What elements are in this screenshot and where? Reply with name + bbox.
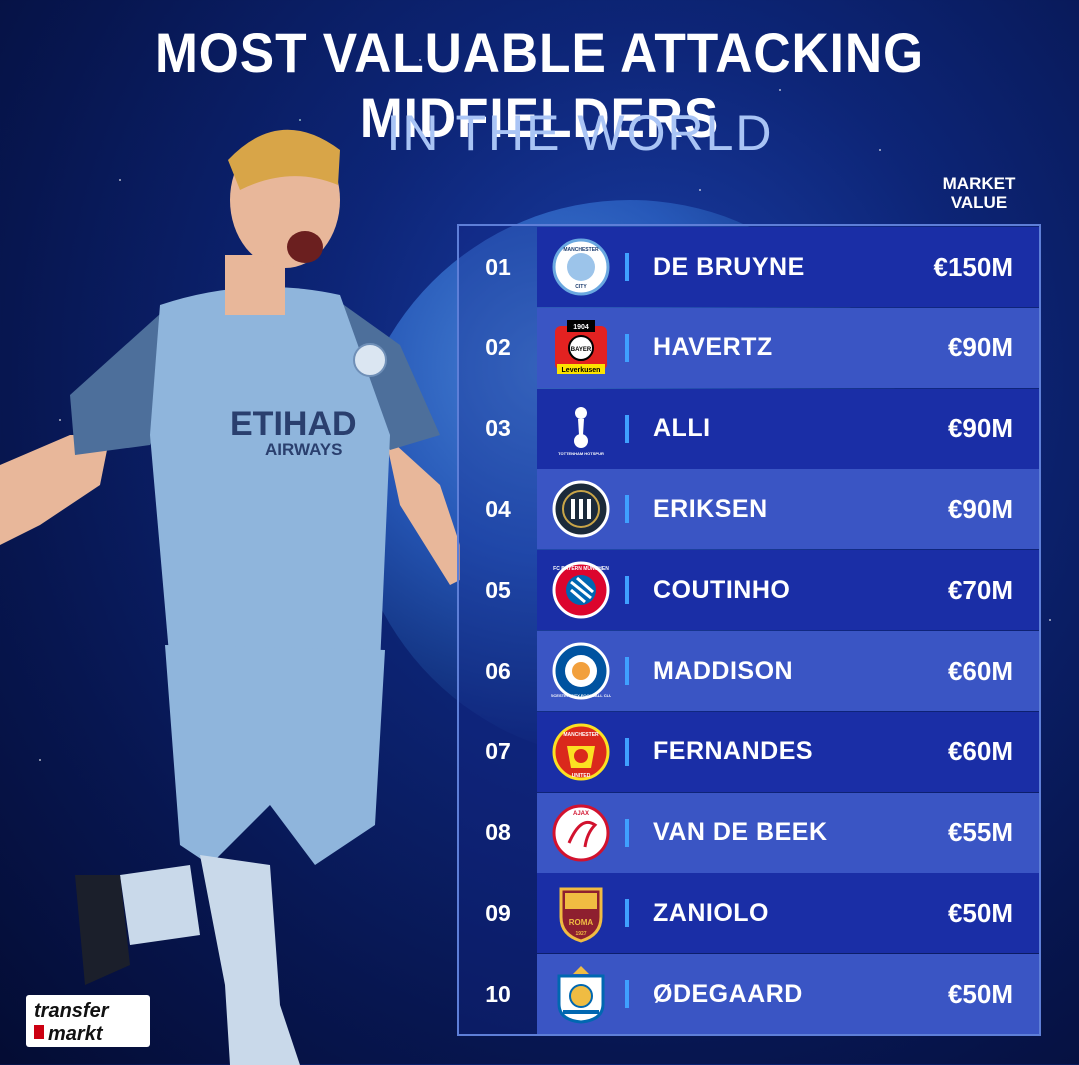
page-title: MOST VALUABLE ATTACKING MIDFIELDERS (154, 21, 925, 149)
row-separator (625, 253, 629, 281)
player-cell: LEICESTER CITY FOOTBALL CLUB MADDISON €60M (537, 631, 1039, 711)
ranking-table: 01 MANCHESTER CITY DE BRUYNE €150M 02 1904 BAYE… (457, 224, 1041, 1036)
player-cell: ERIKSEN €90M (537, 469, 1039, 550)
player-cell: AJAX VAN DE BEEK €55M (537, 792, 1039, 873)
table-row: 06 LEICESTER CITY FOOTBALL CLUB MADDISON €6… (459, 631, 1039, 711)
page-subtitle: IN THE WORLD (386, 105, 774, 161)
row-separator (625, 980, 629, 1009)
inter-crest-icon (552, 480, 610, 538)
logo-line1: transfer (34, 1000, 110, 1022)
player-cell: ROMA 1927 ZANIOLO €50M (537, 873, 1039, 954)
market-value-column-label: MARKET VALUE (930, 174, 1028, 212)
bayer-leverkusen-crest-icon: 1904 BAYER Leverkusen (555, 319, 607, 374)
market-value: €150M (933, 251, 1014, 282)
rank-number: 06 (485, 657, 511, 684)
leicester-city-crest-icon: LEICESTER CITY FOOTBALL CLUB (551, 642, 611, 700)
manchester-city-crest-icon: MANCHESTER CITY (552, 238, 610, 296)
row-separator (625, 657, 629, 685)
crest-text: CITY (575, 284, 587, 290)
rank-number: 09 (485, 899, 511, 926)
crest-text: ROMA (569, 918, 594, 927)
player-name: COUTINHO (653, 575, 791, 604)
market-value: €60M (947, 736, 1013, 767)
table-row: 03 TOTTENHAM HOTSPUR ALLI €90M (459, 388, 1039, 469)
crest-text: AJAX (573, 811, 589, 817)
crest-text: BAYER (571, 347, 592, 353)
table-row: 07 MANCHESTER UNITED FERNANDES €60M (459, 711, 1039, 792)
crest-text: LEICESTER CITY FOOTBALL CLUB (551, 693, 611, 698)
market-value: €50M (947, 978, 1013, 1009)
row-separator (625, 333, 629, 362)
as-roma-crest-icon: ROMA 1927 (559, 887, 603, 943)
player-name: FERNANDES (653, 737, 814, 766)
player-cell: MANCHESTER UNITED FERNANDES €60M (537, 711, 1039, 792)
table-row: 10 ØDEGAARD €50M (459, 954, 1039, 1035)
row-separator (625, 576, 629, 605)
bayern-munchen-crest-icon: FC BAYERN MÜNCHEN (552, 561, 610, 619)
rank-number: 02 (485, 334, 511, 361)
rank-number: 07 (485, 738, 511, 765)
table-row: 01 MANCHESTER CITY DE BRUYNE €150M (459, 227, 1039, 307)
shirt-sponsor-subtext: AIRWAYS (265, 440, 342, 459)
market-value: €90M (947, 332, 1013, 363)
crest-text: MANCHESTER (563, 732, 599, 738)
row-separator (625, 414, 629, 443)
table-row: 05 FC BAYERN MÜNCHEN COUTINHO €70M (459, 550, 1039, 631)
row-separator (625, 818, 629, 847)
rank-number: 10 (485, 980, 511, 1007)
logo-line2: markt (48, 1023, 104, 1045)
crest-text: 1927 (575, 931, 586, 937)
market-value: €60M (947, 655, 1013, 686)
player-name: ØDEGAARD (653, 979, 803, 1008)
player-name: VAN DE BEEK (653, 818, 828, 847)
ajax-crest-icon: AJAX (552, 804, 610, 862)
crest-text: UNITED (572, 773, 591, 779)
market-value-label-line2: VALUE (950, 193, 1008, 212)
crest-text: MANCHESTER (563, 247, 599, 253)
shirt-sponsor-text: ETIHAD (230, 405, 357, 443)
player-name: ZANIOLO (653, 898, 769, 927)
market-value: €90M (947, 493, 1013, 524)
player-cell: FC BAYERN MÜNCHEN COUTINHO €70M (537, 550, 1039, 631)
market-value: €50M (947, 897, 1013, 928)
rank-number: 05 (485, 576, 511, 603)
player-cell: TOTTENHAM HOTSPUR ALLI €90M (537, 388, 1039, 469)
row-separator (625, 495, 629, 524)
market-value-label-line1: MARKET (942, 174, 1016, 193)
crest-text: TOTTENHAM HOTSPUR (558, 451, 604, 456)
table-row: 02 1904 BAYER Leverkusen HAVERTZ €90M (459, 307, 1039, 388)
transfermarkt-logo: transfer markt (26, 995, 150, 1047)
rank-number: 04 (485, 495, 511, 522)
market-value: €70M (947, 574, 1013, 605)
rank-number: 01 (485, 253, 511, 280)
player-name: HAVERTZ (653, 333, 773, 362)
row-separator (625, 737, 629, 766)
rank-number: 03 (485, 415, 511, 442)
player-name: ALLI (653, 414, 711, 443)
row-separator (625, 899, 629, 928)
table-row: 04 ERIKSEN €90M (459, 469, 1039, 550)
player-name: DE BRUYNE (653, 252, 805, 281)
table-row: 09 ROMA 1927 ZANIOLO €50M (459, 873, 1039, 954)
player-cell: MANCHESTER CITY DE BRUYNE €150M (537, 227, 1039, 307)
real-sociedad-crest-icon (557, 966, 605, 1024)
table-row: 08 AJAX VAN DE BEEK €55M (459, 792, 1039, 873)
rank-number: 08 (485, 819, 511, 846)
crest-text: Leverkusen (562, 367, 601, 374)
crest-text: 1904 (573, 324, 589, 331)
manchester-united-crest-icon: MANCHESTER UNITED (552, 723, 610, 781)
player-name: MADDISON (653, 656, 794, 685)
tottenham-crest-icon: TOTTENHAM HOTSPUR (558, 406, 604, 456)
player-cell: ØDEGAARD €50M (537, 954, 1039, 1035)
player-name: ERIKSEN (653, 494, 768, 523)
market-value: €55M (947, 817, 1013, 848)
player-photo: ETIHAD AIRWAYS (0, 129, 460, 1065)
market-value: €90M (947, 413, 1013, 444)
crest-text: FC BAYERN MÜNCHEN (553, 565, 609, 572)
player-cell: 1904 BAYER Leverkusen HAVERTZ €90M (537, 307, 1039, 388)
